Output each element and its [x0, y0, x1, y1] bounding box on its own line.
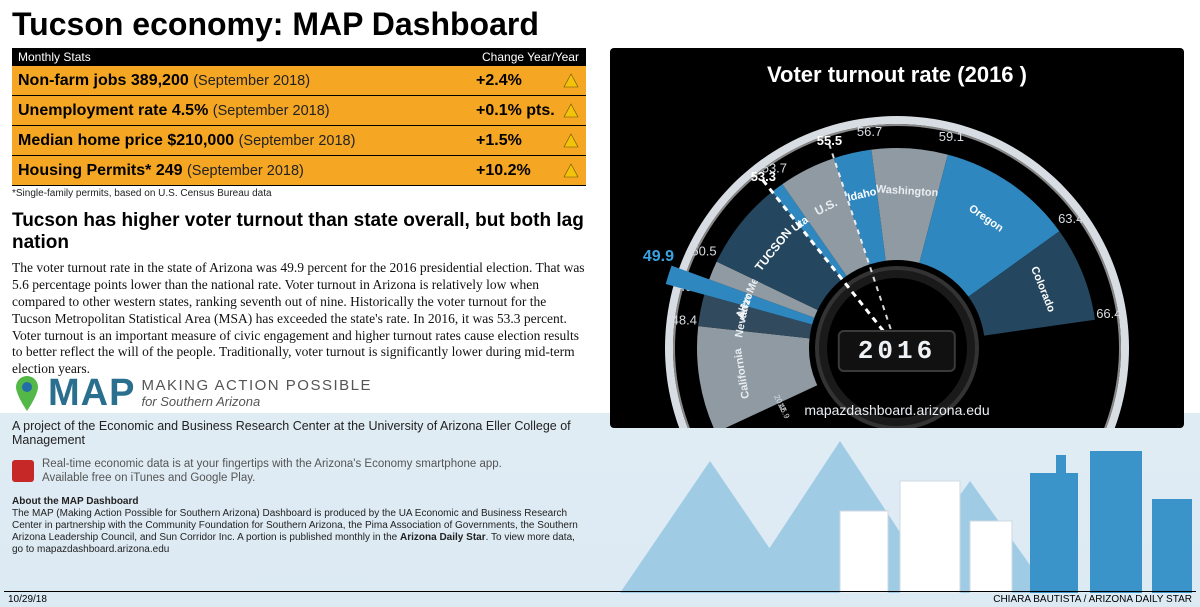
up-arrow-icon [556, 73, 586, 89]
app-line-2: Available free on iTunes and Google Play… [42, 471, 502, 485]
gauge-value-label: 49.9 [643, 248, 674, 265]
gauge-year-box: 2016 [838, 330, 956, 372]
article-block: Tucson has higher voter turnout than sta… [12, 210, 586, 378]
stat-change: +10.2% [476, 162, 556, 180]
stat-value: 389,200 [131, 72, 189, 89]
gauge-value-label: 50.5 [691, 244, 716, 259]
stat-row: Median home price $210,000 (September 20… [12, 126, 586, 156]
app-line-1: Real-time economic data is at your finge… [42, 457, 502, 471]
page-title: Tucson economy: MAP Dashboard [12, 6, 539, 43]
up-arrow-icon [556, 133, 586, 149]
up-arrow-icon [556, 103, 586, 119]
map-pin-icon [12, 374, 42, 414]
stat-left: Median home price $210,000 (September 20… [12, 132, 476, 150]
up-arrow-icon [556, 163, 586, 179]
stat-label: Housing Permits* [18, 162, 151, 179]
stat-paren: (September 2018) [187, 163, 304, 179]
stat-paren: (September 2018) [213, 103, 330, 119]
stat-change: +2.4% [476, 72, 556, 90]
gauge-value-label: 63.4 [1058, 211, 1083, 226]
stat-paren: (September 2018) [239, 133, 356, 149]
skyline-decoration [600, 421, 1200, 593]
stat-row: Unemployment rate 4.5% (September 2018) … [12, 96, 586, 126]
map-project-line: A project of the Economic and Business R… [12, 419, 586, 447]
stat-change: +1.5% [476, 132, 556, 150]
stat-value: 4.5% [172, 102, 208, 119]
monthly-stats-table: Monthly Stats Change Year/Year Non-farm … [12, 48, 586, 199]
app-text: Real-time economic data is at your finge… [42, 457, 502, 486]
map-logo-text: MAP [48, 372, 135, 415]
gauge-value-label: 53.7 [762, 161, 787, 176]
page: Tucson economy: MAP Dashboard Monthly St… [0, 0, 1200, 607]
about-head: About the MAP Dashboard [12, 496, 586, 508]
gauge-url: mapazdashboard.arizona.edu [610, 402, 1184, 418]
stat-paren: (September 2018) [193, 73, 310, 89]
stats-header: Monthly Stats Change Year/Year [12, 48, 586, 66]
app-badge-icon [12, 460, 34, 482]
gauge-value-label: 48.4 [672, 313, 697, 328]
stats-footnote: *Single-family permits, based on U.S. Ce… [12, 186, 586, 199]
stat-label: Unemployment rate [18, 102, 167, 119]
stats-header-right: Change Year/Year [476, 48, 586, 66]
stat-left: Unemployment rate 4.5% (September 2018) [12, 102, 476, 120]
stat-value: $210,000 [167, 132, 234, 149]
stats-header-left: Monthly Stats [12, 48, 476, 66]
footer-bar: 10/29/18 CHIARA BAUTISTA / ARIZONA DAILY… [4, 591, 1196, 605]
stat-row: Non-farm jobs 389,200 (September 2018) +… [12, 66, 586, 96]
article-body: The voter turnout rate in the state of A… [12, 260, 586, 378]
about-body: The MAP (Making Action Possible for Sout… [12, 508, 586, 556]
gauge-value-label: 66.4 [1096, 306, 1121, 321]
stat-label: Non-farm jobs [18, 72, 126, 89]
map-tagline-2: for Southern Arizona [141, 395, 372, 409]
stat-value: 249 [156, 162, 183, 179]
stat-row: Housing Permits* 249 (September 2018) +1… [12, 156, 586, 186]
map-info-block: MAP MAKING ACTION POSSIBLE for Southern … [12, 372, 586, 556]
stat-left: Non-farm jobs 389,200 (September 2018) [12, 72, 476, 90]
gauge-value-label: 59.1 [939, 129, 964, 144]
map-tagline-1: MAKING ACTION POSSIBLE [141, 378, 372, 395]
gauge-value-label: 56.7 [857, 124, 882, 139]
footer-credit: CHIARA BAUTISTA / ARIZONA DAILY STAR [993, 594, 1192, 605]
gauge-panel: Voter turnout rate (2016 ) 48.4Californi… [610, 48, 1184, 428]
about-block: About the MAP Dashboard The MAP (Making … [12, 496, 586, 556]
stat-change: +0.1% pts. [476, 102, 556, 120]
article-headline: Tucson has higher voter turnout than sta… [12, 210, 586, 254]
footer-date: 10/29/18 [8, 594, 47, 605]
stat-left: Housing Permits* 249 (September 2018) [12, 162, 476, 180]
stat-label: Median home price [18, 132, 163, 149]
